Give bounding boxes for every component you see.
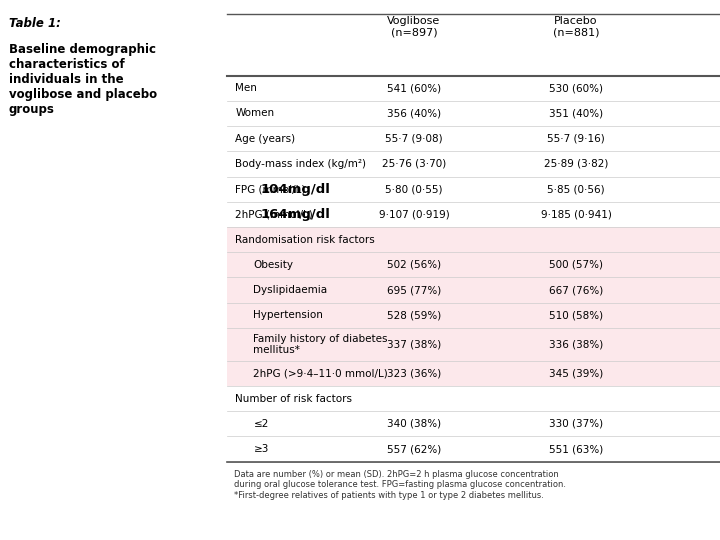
Text: 502 (56%): 502 (56%) (387, 260, 441, 270)
Text: 695 (77%): 695 (77%) (387, 285, 441, 295)
Text: 104mg/dl: 104mg/dl (260, 183, 330, 195)
Text: 336 (38%): 336 (38%) (549, 339, 603, 349)
Text: 530 (60%): 530 (60%) (549, 83, 603, 93)
Text: Data are number (%) or mean (SD). 2hPG=2 h plasma glucose concentration
during o: Data are number (%) or mean (SD). 2hPG=2… (234, 470, 566, 500)
Text: Table 1:: Table 1: (9, 17, 60, 30)
Text: 2hPG (mmol/L): 2hPG (mmol/L) (235, 210, 313, 219)
FancyBboxPatch shape (227, 0, 720, 540)
FancyBboxPatch shape (227, 361, 720, 386)
FancyBboxPatch shape (227, 278, 720, 303)
Text: 2hPG (>9·4–11·0 mmol/L): 2hPG (>9·4–11·0 mmol/L) (253, 368, 388, 379)
Text: 323 (36%): 323 (36%) (387, 368, 441, 379)
Text: 557 (62%): 557 (62%) (387, 444, 441, 454)
Text: 55·7 (9·16): 55·7 (9·16) (547, 134, 605, 144)
Text: 9·107 (0·919): 9·107 (0·919) (379, 210, 449, 219)
Text: 55·7 (9·08): 55·7 (9·08) (385, 134, 443, 144)
Text: 164mg/dl: 164mg/dl (260, 208, 330, 221)
Text: ≤2: ≤2 (253, 419, 269, 429)
Text: 330 (37%): 330 (37%) (549, 419, 603, 429)
FancyBboxPatch shape (227, 303, 720, 328)
Text: 25·76 (3·70): 25·76 (3·70) (382, 159, 446, 169)
Text: Obesity: Obesity (253, 260, 294, 270)
Text: Family history of diabetes
mellitus*: Family history of diabetes mellitus* (253, 334, 388, 355)
Text: ≥3: ≥3 (253, 444, 269, 454)
FancyBboxPatch shape (0, 0, 227, 540)
Text: 500 (57%): 500 (57%) (549, 260, 603, 270)
Text: 25·89 (3·82): 25·89 (3·82) (544, 159, 608, 169)
Text: 541 (60%): 541 (60%) (387, 83, 441, 93)
Text: 667 (76%): 667 (76%) (549, 285, 603, 295)
Text: 510 (58%): 510 (58%) (549, 310, 603, 320)
FancyBboxPatch shape (227, 227, 720, 252)
Text: Number of risk factors: Number of risk factors (235, 394, 353, 403)
Text: 5·80 (0·55): 5·80 (0·55) (385, 184, 443, 194)
FancyBboxPatch shape (227, 252, 720, 278)
Text: 528 (59%): 528 (59%) (387, 310, 441, 320)
Text: Women: Women (235, 109, 274, 118)
Text: 345 (39%): 345 (39%) (549, 368, 603, 379)
Text: 356 (40%): 356 (40%) (387, 109, 441, 118)
FancyBboxPatch shape (227, 328, 720, 361)
Text: Dyslipidaemia: Dyslipidaemia (253, 285, 328, 295)
Text: 337 (38%): 337 (38%) (387, 339, 441, 349)
Text: Voglibose
(n=897): Voglibose (n=897) (387, 16, 441, 38)
Text: Baseline demographic
characteristics of
individuals in the
voglibose and placebo: Baseline demographic characteristics of … (9, 43, 157, 116)
Text: Men: Men (235, 83, 257, 93)
Text: Randomisation risk factors: Randomisation risk factors (235, 234, 375, 245)
Text: 551 (63%): 551 (63%) (549, 444, 603, 454)
Text: Body-mass index (kg/m²): Body-mass index (kg/m²) (235, 159, 366, 169)
Text: Placebo
(n=881): Placebo (n=881) (553, 16, 599, 38)
Text: 9·185 (0·941): 9·185 (0·941) (541, 210, 611, 219)
Text: 340 (38%): 340 (38%) (387, 419, 441, 429)
Text: Hypertension: Hypertension (253, 310, 323, 320)
Text: Age (years): Age (years) (235, 134, 296, 144)
Text: FPG (mmol/L): FPG (mmol/L) (235, 184, 306, 194)
Text: 351 (40%): 351 (40%) (549, 109, 603, 118)
Text: 5·85 (0·56): 5·85 (0·56) (547, 184, 605, 194)
